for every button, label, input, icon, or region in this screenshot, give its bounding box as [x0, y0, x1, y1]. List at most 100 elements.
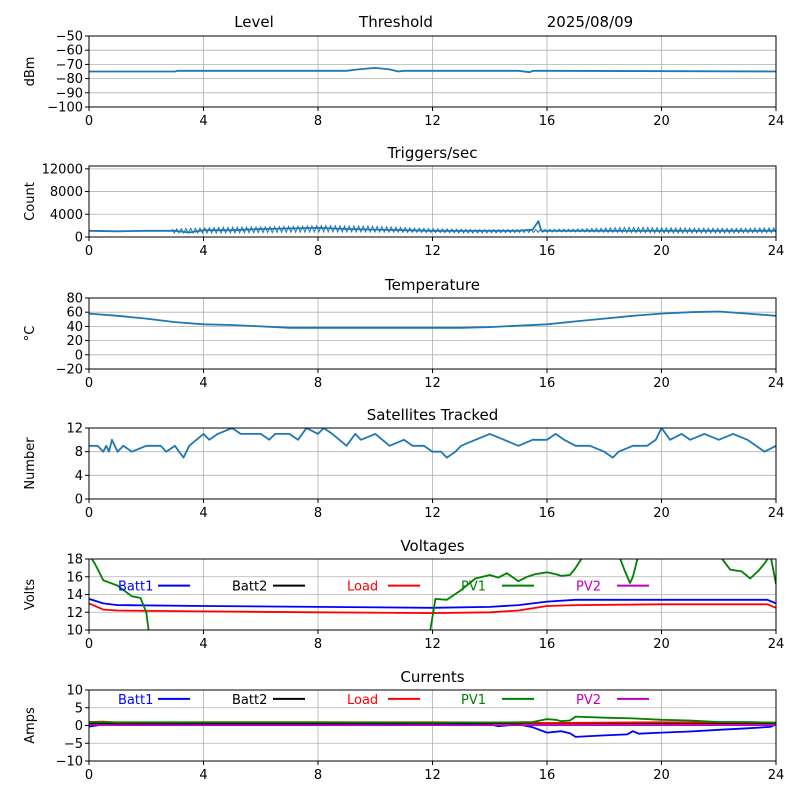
y-tick-label: 5 [75, 701, 83, 716]
legend-label-batt1: Batt1 [118, 580, 153, 595]
y-tick-label: 12 [66, 422, 83, 437]
x-tick-label: 20 [653, 768, 670, 783]
x-tick-label: 0 [85, 637, 93, 652]
x-tick-label: 8 [314, 376, 322, 391]
x-tick-label: 0 [85, 506, 93, 521]
header-threshold-label: Threshold [358, 13, 433, 31]
y-tick-label: −70 [56, 58, 83, 73]
x-tick-label: 12 [424, 637, 441, 652]
x-tick-label: 20 [653, 506, 670, 521]
x-tick-label: 0 [85, 376, 93, 391]
y-tick-label: 80 [66, 292, 83, 307]
y-tick-label: 40 [66, 320, 83, 335]
panel-title: Satellites Tracked [367, 406, 498, 424]
y-tick-label: 0 [75, 719, 83, 734]
y-axis-label: dBm [23, 57, 38, 87]
legend-label-batt2: Batt2 [232, 580, 267, 595]
series-line-pv1 [89, 715, 776, 724]
series-line-triggers [89, 220, 776, 234]
x-tick-label: 20 [653, 244, 670, 259]
x-tick-label: 20 [653, 376, 670, 391]
legend-label-batt2: Batt2 [232, 693, 267, 708]
y-tick-label: 4 [75, 469, 83, 484]
x-tick-label: 4 [199, 114, 207, 129]
x-tick-label: 12 [424, 376, 441, 391]
y-tick-label: 4000 [50, 208, 83, 223]
x-tick-label: 16 [539, 768, 556, 783]
x-tick-label: 4 [199, 506, 207, 521]
x-tick-label: 8 [314, 114, 322, 129]
y-tick-label: −60 [56, 44, 83, 59]
series-line-temperature [89, 310, 776, 329]
y-tick-label: −20 [56, 363, 83, 378]
y-axis-label: Count [23, 182, 38, 221]
y-tick-label: 8 [75, 445, 83, 460]
x-tick-label: 24 [768, 376, 785, 391]
plot-area [89, 220, 776, 235]
y-tick-label: 10 [66, 624, 83, 639]
x-tick-label: 12 [424, 506, 441, 521]
plot-area [89, 67, 776, 74]
x-tick-label: 16 [539, 376, 556, 391]
panel-triggers: 0 4 8 12 16 20 24 0 4000 8000 12000 Triggers/sec Cou… [23, 144, 784, 259]
panel-level: 0 4 8 12 16 20 24 −100−90−80−70−60−50 dBm [23, 30, 784, 130]
x-tick-label: 12 [424, 244, 441, 259]
legend-label-pv1: PV1 [461, 580, 486, 595]
y-tick-label: 8000 [50, 185, 83, 200]
y-axis-label: Volts [23, 579, 38, 611]
legend-label-pv2: PV2 [576, 693, 601, 708]
x-tick-label: 12 [424, 768, 441, 783]
y-axis-label: Amps [23, 707, 38, 744]
series-line-pv1 [90, 559, 776, 630]
panel-voltages: 0 4 8 12 16 20 24 10 12 14 16 18 Voltages Volts Batt1 B… [23, 537, 784, 652]
series-line-satellites [89, 428, 776, 459]
y-tick-label: −90 [56, 86, 83, 101]
x-tick-label: 24 [768, 768, 785, 783]
x-tick-label: 8 [314, 637, 322, 652]
x-tick-label: 8 [314, 506, 322, 521]
legend-label-load: Load [347, 580, 378, 595]
x-tick-label: 20 [653, 637, 670, 652]
header-level-label: Level [234, 13, 274, 31]
legend-label-pv1: PV1 [461, 693, 486, 708]
x-tick-label: 4 [199, 768, 207, 783]
x-tick-label: 4 [199, 376, 207, 391]
y-tick-label: 0 [75, 231, 83, 246]
x-tick-label: 0 [85, 244, 93, 259]
y-tick-label: 14 [66, 588, 83, 603]
x-tick-label: 24 [768, 637, 785, 652]
y-tick-label: −5 [64, 737, 83, 752]
series-line-level [89, 67, 776, 74]
legend-label-pv2: PV2 [576, 580, 601, 595]
x-tick-label: 16 [539, 114, 556, 129]
x-tick-label: 24 [768, 114, 785, 129]
x-tick-label: 20 [653, 114, 670, 129]
x-tick-label: 0 [85, 768, 93, 783]
series-line-batt1 [89, 598, 776, 609]
x-tick-label: 4 [199, 244, 207, 259]
y-tick-label: 18 [66, 553, 83, 568]
panel-title: Triggers/sec [387, 144, 478, 162]
panel-title: Temperature [384, 276, 480, 294]
x-tick-label: 16 [539, 506, 556, 521]
x-tick-label: 16 [539, 244, 556, 259]
y-tick-label: −10 [56, 755, 83, 770]
y-tick-label: −50 [56, 30, 83, 45]
y-tick-label: −80 [56, 72, 83, 87]
plot-area [89, 310, 776, 329]
y-tick-label: 0 [75, 493, 83, 508]
x-tick-label: 12 [424, 114, 441, 129]
legend-label-load: Load [347, 693, 378, 708]
x-tick-label: 0 [85, 114, 93, 129]
header-date: 2025/08/09 [547, 13, 633, 31]
x-tick-label: 4 [199, 637, 207, 652]
y-tick-label: 10 [66, 684, 83, 699]
x-tick-label: 8 [314, 768, 322, 783]
y-tick-label: 60 [66, 306, 83, 321]
y-tick-label: 20 [66, 334, 83, 349]
x-tick-label: 16 [539, 637, 556, 652]
panel-currents: 0 4 8 12 16 20 24 −10 −5 0 5 10 Currents Amps Batt1 Bat… [23, 668, 784, 783]
y-tick-label: −100 [47, 101, 83, 116]
y-tick-label: 12 [66, 606, 83, 621]
